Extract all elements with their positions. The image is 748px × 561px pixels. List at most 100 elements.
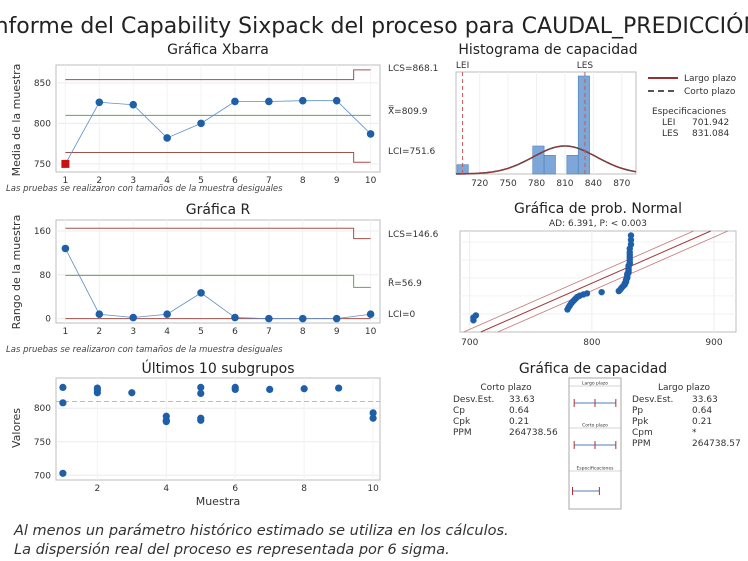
xbar-xtick-label: 1 xyxy=(63,176,69,186)
normal-title: Gráfica de prob. Normal xyxy=(514,201,682,217)
last10-point xyxy=(197,383,205,391)
r-point xyxy=(366,310,375,319)
xbar-point xyxy=(129,100,138,109)
histogram-xtick-label: 750 xyxy=(500,179,517,189)
within-stat-value: 0.21 xyxy=(509,417,529,427)
overall-stat-value: 264738.57 xyxy=(692,439,741,449)
within-stat-value: 264738.56 xyxy=(509,428,558,438)
histogram-spec-lines: LEI LES xyxy=(456,61,594,174)
footnote-1: Al menos un parámetro histórico estimado… xyxy=(13,523,509,539)
histogram-xtick-label: 810 xyxy=(556,179,573,189)
r-center-label: R̄=56.9 xyxy=(388,277,422,289)
histogram-xtick-label: 870 xyxy=(613,179,630,189)
normal-subtitle: AD: 6.391, P: < 0.003 xyxy=(549,219,647,229)
r-point xyxy=(298,314,307,323)
cap-bar-label: Corto plazo xyxy=(582,423,608,429)
overall-stat-label: Ppk xyxy=(632,417,649,427)
xbar-chart: Gráfica Xbarra 750 800 850 1 2 3 4 5 6 7 8 9 10 Med… xyxy=(6,42,438,194)
xbar-gridlines xyxy=(56,65,380,172)
xbar-xtick-label: 3 xyxy=(130,176,136,186)
last10-point xyxy=(369,414,377,422)
xbar-note: Las pruebas se realizaron con tamaños de… xyxy=(6,184,283,194)
xbar-series-line xyxy=(65,100,371,165)
overall-stat-label: Pp xyxy=(632,406,643,416)
histogram-bar xyxy=(577,75,590,175)
r-point xyxy=(95,310,104,319)
within-title: Corto plazo xyxy=(480,383,532,393)
last10-point xyxy=(335,384,343,392)
last10-point xyxy=(300,385,308,393)
legend-les-value: 831.084 xyxy=(692,129,729,139)
xbar-point xyxy=(231,97,239,106)
cap-bar-label: Largo plazo xyxy=(582,381,608,387)
r-xtick-label: 8 xyxy=(300,327,306,337)
normal-point xyxy=(583,290,591,297)
normal-xtick-label: 900 xyxy=(705,338,722,348)
xbar-y-ticks: 750 800 850 xyxy=(34,79,51,170)
overall-stat-value: 33.63 xyxy=(692,395,718,405)
xbar-point xyxy=(332,96,341,105)
r-ucl-label: LCS=146.6 xyxy=(388,230,439,240)
legend-lei-label: LEI xyxy=(662,118,675,128)
xbar-ucl-line xyxy=(65,69,371,81)
last10-point xyxy=(93,389,101,397)
histogram-x-ticks: 720 750 780 810 840 870 xyxy=(471,179,631,189)
last10-point xyxy=(369,409,377,417)
footnote-2: La dispersión real del proceso es repres… xyxy=(14,542,450,558)
overall-stat-value: 0.64 xyxy=(692,406,712,416)
last10-xtick-label: 10 xyxy=(367,484,379,494)
cap-bar-label: Especificaciones xyxy=(576,466,614,472)
xbar-point xyxy=(265,97,273,106)
overall-stat-label: PPM xyxy=(632,439,651,449)
last10-xtick-label: 4 xyxy=(163,484,169,494)
normal-xtick-label: 700 xyxy=(461,338,478,348)
overall-title: Largo plazo xyxy=(658,383,711,393)
r-xtick-label: 2 xyxy=(96,327,102,337)
last10-chart: Últimos 10 subgrupos 700 750 800 2 4 6 8 10 Va… xyxy=(10,359,381,508)
histogram-bars xyxy=(456,75,590,175)
r-plot-frame xyxy=(55,219,381,324)
r-xtick-label: 1 xyxy=(63,327,69,337)
r-series xyxy=(61,244,375,323)
xbar-title: Gráfica Xbarra xyxy=(167,42,269,58)
overall-stat-value: 0.21 xyxy=(692,417,712,427)
overall-stat-label: Desv.Est. xyxy=(632,395,673,405)
r-xtick-label: 7 xyxy=(266,327,272,337)
last10-xlabel: Muestra xyxy=(196,495,241,508)
histogram-chart: Histograma de capacidad LEI LES 720 750 780… xyxy=(455,42,737,189)
legend-long-label: Largo plazo xyxy=(684,74,737,84)
r-point xyxy=(265,314,273,323)
r-ytick-label: 80 xyxy=(40,271,52,281)
overall-stats-table: Desv.Est. 33.63 Pp 0.64 Ppk 0.21 Cpm * PPM 264738… xyxy=(632,395,741,449)
xbar-point-failed xyxy=(61,159,70,168)
within-stat-label: PPM xyxy=(453,428,472,438)
r-title: Gráfica R xyxy=(186,202,251,218)
histogram-les-label: LES xyxy=(577,61,594,71)
r-point xyxy=(129,313,138,322)
xbar-point xyxy=(163,134,171,142)
capability-chart: Gráfica de capacidad Corto plazo Desv.Es… xyxy=(453,361,741,510)
r-point xyxy=(197,289,205,297)
r-xtick-label: 6 xyxy=(232,327,238,337)
xbar-xtick-label: 10 xyxy=(365,176,377,186)
last10-point xyxy=(197,416,205,424)
xbar-series xyxy=(61,96,375,168)
last10-point xyxy=(128,389,136,397)
xbar-xtick-label: 7 xyxy=(266,176,272,186)
r-y-ticks: 0 80 160 xyxy=(34,227,51,325)
capability-interval-bars: Largo plazo Corto plazo Especificaciones xyxy=(569,381,621,495)
last10-ytick-label: 800 xyxy=(34,404,51,414)
within-stat-label: Cpk xyxy=(453,417,471,427)
normal-point xyxy=(472,312,480,319)
normal-fit-line xyxy=(480,230,711,333)
normal-ci-upper xyxy=(463,230,694,333)
xbar-point xyxy=(95,98,104,107)
normal-ci-lower xyxy=(497,230,729,333)
normal-gridlines xyxy=(460,231,736,332)
xbar-lcl-label: LCI=751.6 xyxy=(388,147,436,157)
xbar-xtick-label: 2 xyxy=(96,176,102,186)
xbar-plot-frame xyxy=(55,64,381,173)
last10-point xyxy=(162,418,170,426)
normal-points xyxy=(470,232,635,324)
